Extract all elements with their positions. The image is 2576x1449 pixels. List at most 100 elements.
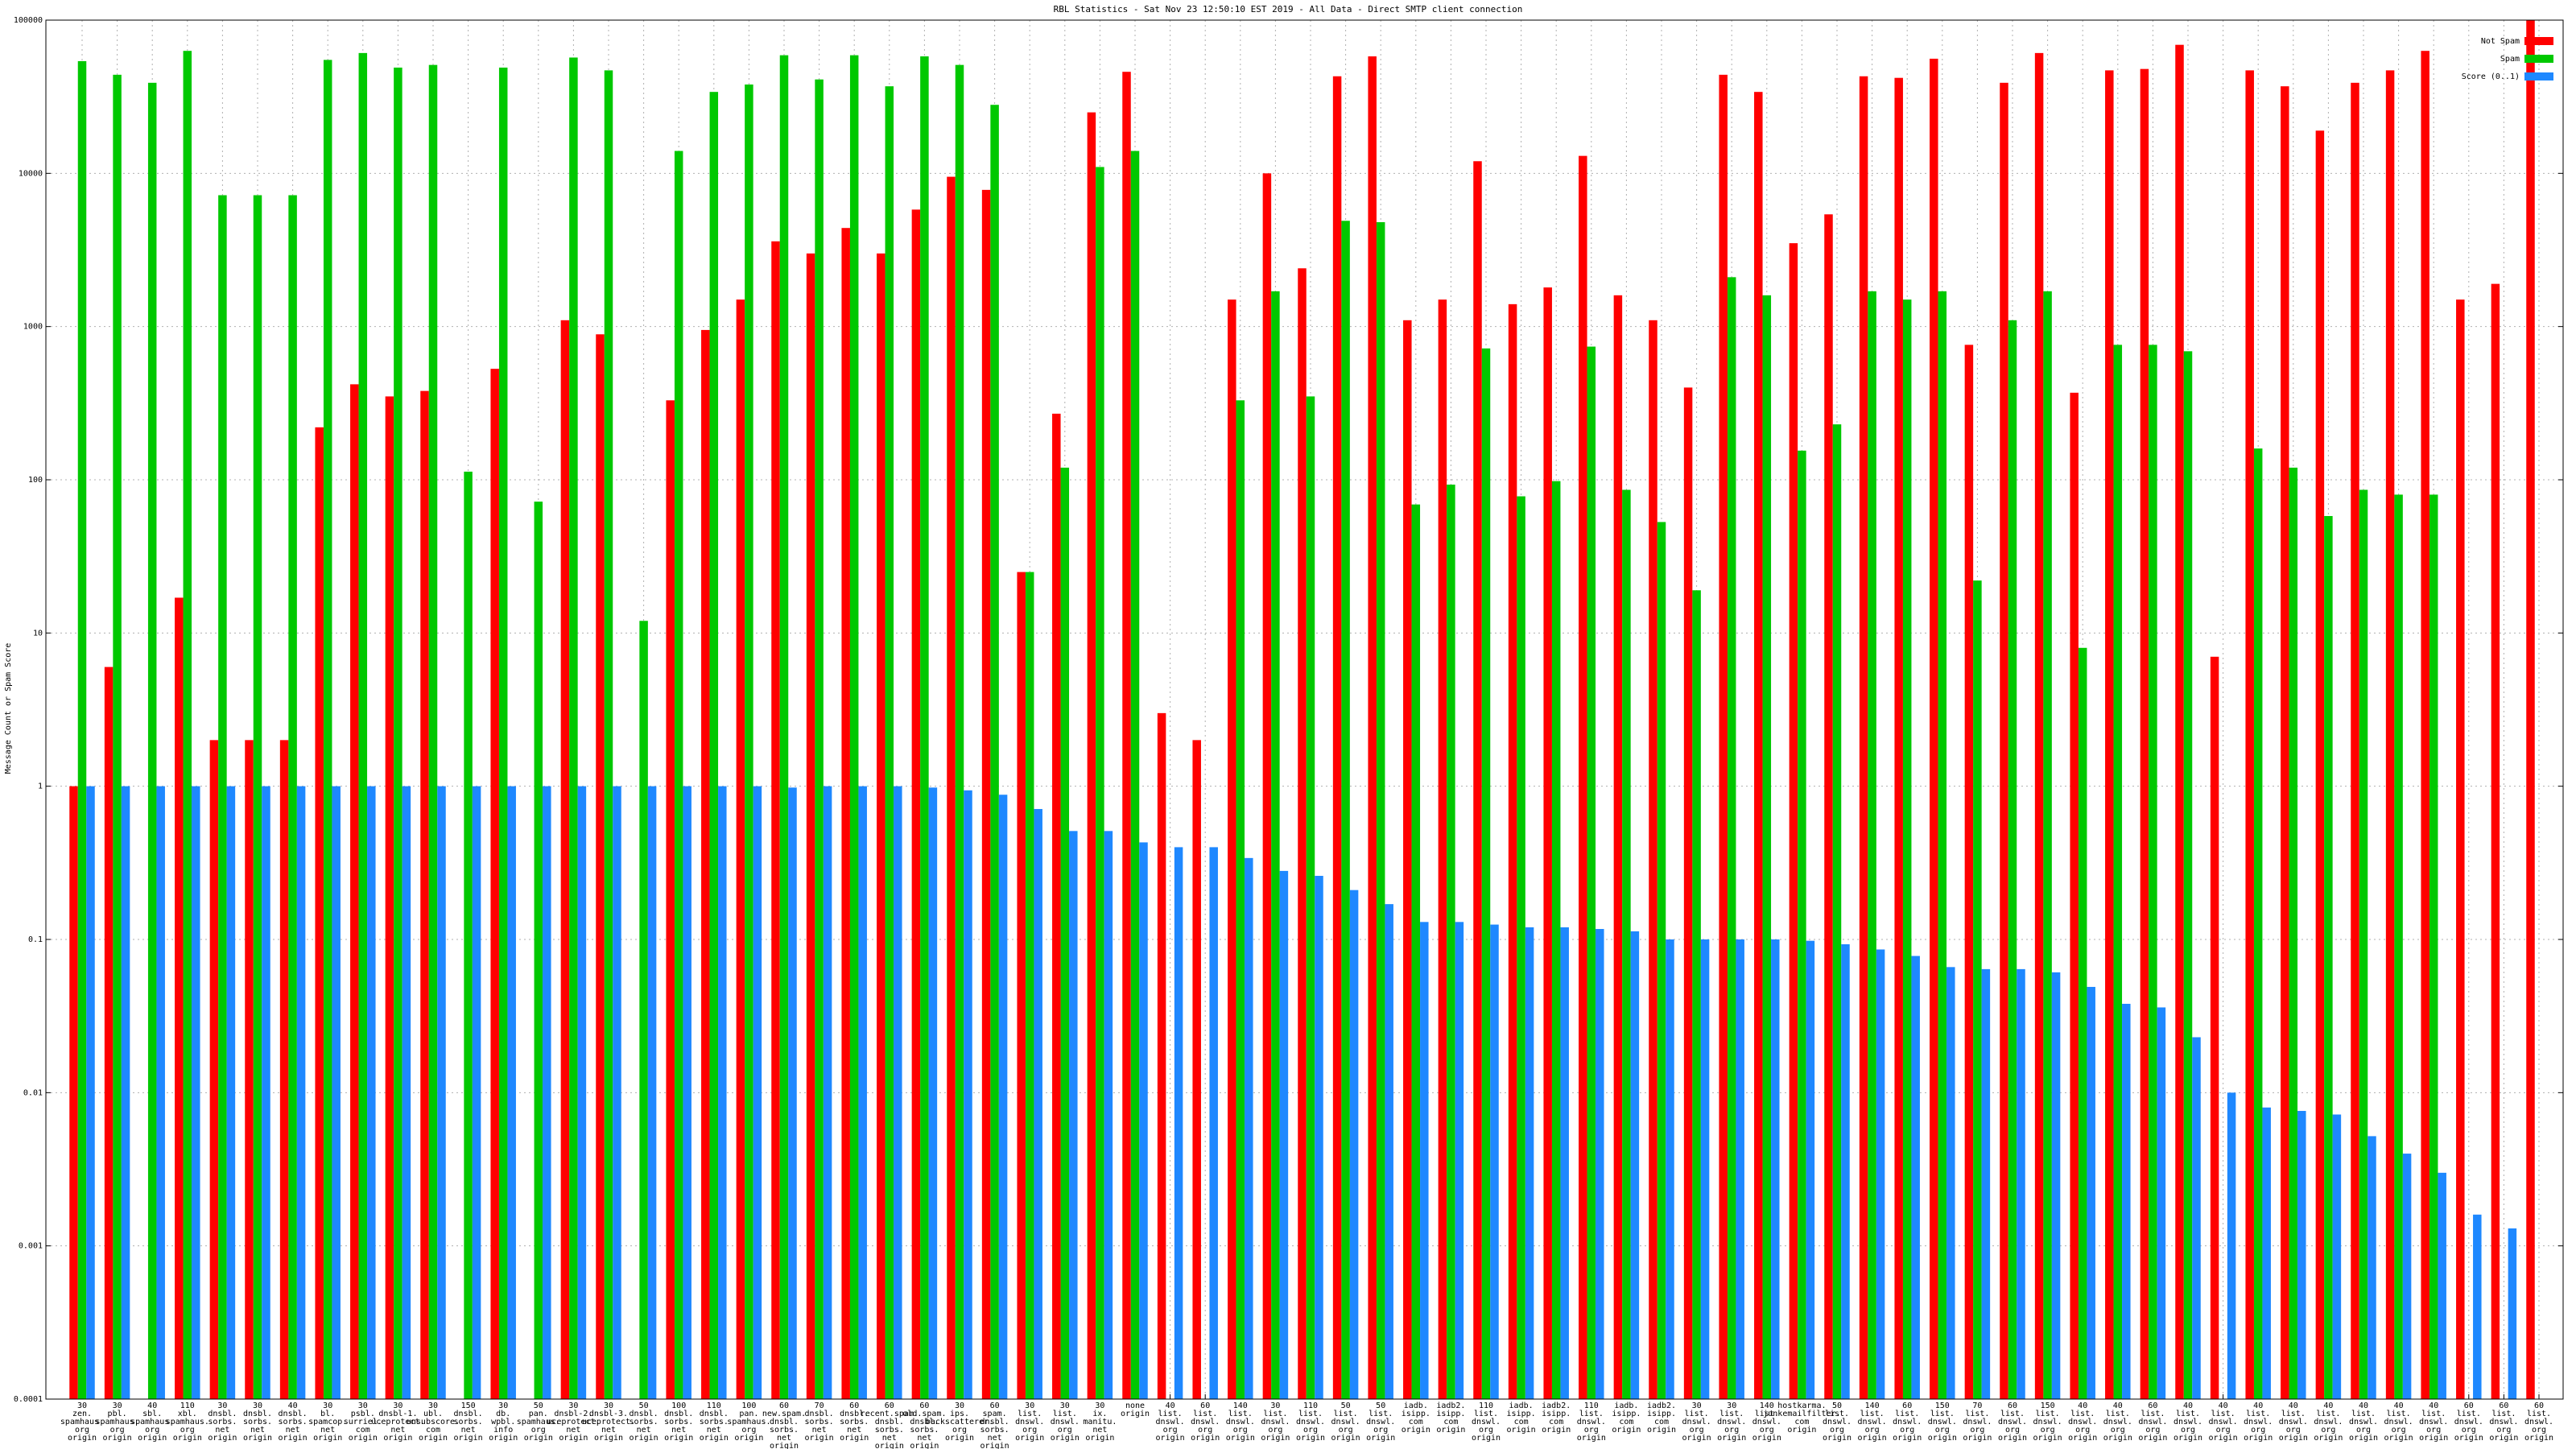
x-tick-label: origin <box>2103 1434 2132 1443</box>
x-tick-label: 30 <box>604 1402 613 1410</box>
x-tick-label: 60 <box>2148 1402 2157 1410</box>
bar <box>2262 1107 2271 1399</box>
x-tick-label: 60 <box>779 1402 789 1410</box>
x-tick-label: isipp. <box>1507 1410 1536 1418</box>
x-tick-label: dnsbl. <box>454 1410 483 1418</box>
x-tick-label: origin <box>630 1434 658 1443</box>
bar <box>2385 70 2395 1400</box>
bar <box>2289 467 2298 1399</box>
bar <box>1622 489 1631 1400</box>
x-tick-label: bl. <box>320 1410 335 1418</box>
x-tick-label: isipp. <box>1402 1410 1430 1418</box>
x-tick-label: origin <box>419 1434 448 1443</box>
x-tick-label: origin <box>1191 1434 1220 1443</box>
x-tick-label: list. <box>1860 1410 1885 1418</box>
x-tick-label: org <box>1865 1426 1880 1435</box>
bar <box>2157 1007 2166 1399</box>
bar <box>560 320 570 1399</box>
x-tick-label: 70 <box>1972 1402 1982 1410</box>
x-tick-label: dnswl. <box>1015 1418 1044 1426</box>
bar <box>262 786 270 1399</box>
x-tick-label: net <box>671 1426 686 1435</box>
bar <box>718 786 727 1399</box>
x-tick-label: spamhaus. <box>166 1418 209 1426</box>
x-tick-label: list. <box>2527 1410 2551 1418</box>
bar <box>1560 927 1569 1399</box>
x-tick-label: 110 <box>1584 1402 1599 1410</box>
x-tick-label: sorbs. <box>840 1418 869 1426</box>
x-tick-label: dnsbl-1. <box>378 1410 417 1418</box>
x-tick-label: origin <box>1998 1434 2027 1443</box>
x-tick-label: 40 <box>2359 1402 2368 1410</box>
bar <box>1700 939 1710 1399</box>
x-tick-label: origin <box>1226 1434 1255 1443</box>
x-tick-label: 60 <box>919 1402 929 1410</box>
bar <box>2438 1172 2446 1399</box>
x-tick-label: origin <box>2524 1434 2553 1443</box>
bar <box>1279 870 1289 1399</box>
bar <box>1025 572 1034 1400</box>
bar <box>1876 949 1885 1399</box>
x-tick-label: sorbs. <box>980 1426 1009 1435</box>
x-tick-label: origin <box>1542 1426 1571 1435</box>
y-tick-label: 0.0001 <box>14 1395 43 1404</box>
x-tick-label: org <box>2216 1426 2231 1435</box>
bar <box>2183 351 2193 1399</box>
bar <box>113 74 122 1400</box>
bar <box>1017 572 1026 1400</box>
x-tick-label: pan. <box>739 1410 758 1418</box>
bar <box>1052 413 1061 1399</box>
x-tick-label: origin <box>1963 1434 1992 1443</box>
bar <box>806 253 815 1399</box>
x-tick-label: origin <box>2279 1434 2308 1443</box>
bar <box>1841 943 1850 1399</box>
x-tick-label: 30 <box>1270 1402 1280 1410</box>
x-tick-label: origin <box>1366 1434 1395 1443</box>
x-tick-label: list. <box>1158 1410 1183 1418</box>
bar <box>1657 522 1666 1399</box>
bar <box>1298 268 1307 1399</box>
x-tick-label: 30 <box>1727 1402 1736 1410</box>
bar <box>77 60 87 1400</box>
bar <box>2394 494 2403 1399</box>
bar <box>849 55 859 1399</box>
x-tick-label: sorbs. <box>243 1418 272 1426</box>
x-tick-label: sorbs. <box>454 1418 483 1426</box>
x-tick-label: org <box>2356 1426 2371 1435</box>
x-tick-label: list. <box>2457 1410 2481 1418</box>
bar <box>2421 51 2429 1400</box>
x-tick-label: dnswl. <box>1858 1418 1887 1426</box>
x-tick-label: org <box>1690 1426 1704 1435</box>
x-tick-label: origin <box>383 1434 412 1443</box>
x-tick-label: list. <box>1193 1410 1217 1418</box>
x-tick-label: org <box>1760 1426 1774 1435</box>
x-tick-label: origin <box>1612 1426 1641 1435</box>
bar <box>1789 243 1798 1399</box>
x-tick-label: com <box>426 1426 440 1435</box>
x-tick-label: list. <box>2281 1410 2306 1418</box>
x-tick-label: 40 <box>2289 1402 2298 1410</box>
bar <box>2526 20 2535 1399</box>
x-tick-label: 40 <box>2394 1402 2404 1410</box>
x-tick-label: dnsbl. <box>630 1410 658 1418</box>
x-tick-label: origin <box>2033 1434 2062 1443</box>
bar <box>1438 299 1447 1399</box>
x-tick-label: org <box>741 1426 756 1435</box>
x-tick-label: origin <box>1507 1426 1536 1435</box>
bar <box>2105 70 2114 1400</box>
x-tick-label: 60 <box>2464 1402 2474 1410</box>
bar <box>2000 82 2008 1400</box>
bar <box>1762 295 1772 1400</box>
bar <box>771 241 780 1400</box>
x-tick-label: 30 <box>1095 1402 1104 1410</box>
x-tick-label: com <box>1443 1418 1458 1426</box>
x-tick-label: 50 <box>1832 1402 1842 1410</box>
x-tick-label: 60 <box>885 1402 894 1410</box>
x-tick-label: origin <box>2419 1434 2448 1443</box>
x-tick-label: 30 <box>1692 1402 1702 1410</box>
x-tick-label: org <box>110 1426 125 1435</box>
x-tick-label: uceprotect. <box>371 1418 424 1426</box>
bar <box>2402 1154 2412 1399</box>
x-tick-label: origin <box>2174 1434 2202 1443</box>
x-tick-label: psbl. <box>351 1410 375 1418</box>
